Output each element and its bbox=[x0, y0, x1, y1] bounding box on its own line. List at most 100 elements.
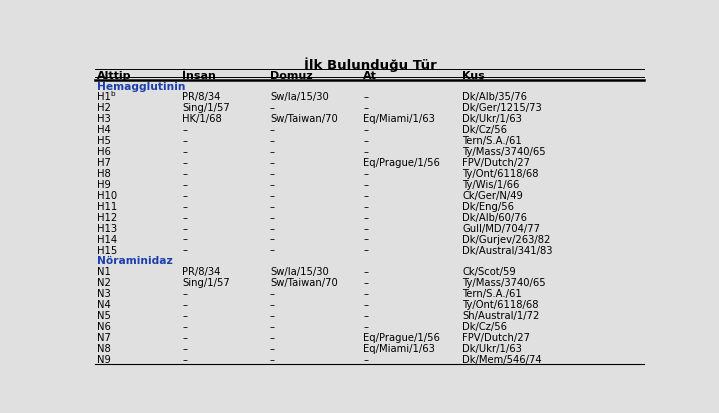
Text: H8: H8 bbox=[97, 169, 111, 178]
Text: Domuz: Domuz bbox=[270, 71, 313, 81]
Text: Sing/1/57: Sing/1/57 bbox=[182, 278, 230, 287]
Text: –: – bbox=[363, 234, 368, 244]
Text: N7: N7 bbox=[97, 332, 111, 342]
Text: N4: N4 bbox=[97, 299, 111, 309]
Text: Alttip: Alttip bbox=[97, 71, 132, 81]
Text: –: – bbox=[363, 92, 368, 102]
Text: –: – bbox=[363, 278, 368, 287]
Text: –: – bbox=[182, 321, 187, 331]
Text: –: – bbox=[270, 158, 275, 168]
Text: H13: H13 bbox=[97, 223, 117, 233]
Text: –: – bbox=[363, 147, 368, 157]
Text: Dk/Gurjev/263/82: Dk/Gurjev/263/82 bbox=[462, 234, 551, 244]
Text: –: – bbox=[270, 169, 275, 178]
Text: İnsan: İnsan bbox=[182, 71, 216, 81]
Text: Eq/Prague/1/56: Eq/Prague/1/56 bbox=[363, 332, 440, 342]
Text: –: – bbox=[182, 136, 187, 146]
Text: –: – bbox=[363, 289, 368, 299]
Text: –: – bbox=[270, 212, 275, 222]
Text: Ty/Ont/6118/68: Ty/Ont/6118/68 bbox=[462, 169, 539, 178]
Text: –: – bbox=[363, 180, 368, 190]
Text: N1: N1 bbox=[97, 267, 111, 277]
Text: FPV/Dutch/27: FPV/Dutch/27 bbox=[462, 158, 530, 168]
Text: –: – bbox=[363, 103, 368, 113]
Text: –: – bbox=[270, 180, 275, 190]
Text: –: – bbox=[182, 343, 187, 353]
Text: –: – bbox=[270, 190, 275, 200]
Text: –: – bbox=[363, 354, 368, 364]
Text: –: – bbox=[270, 354, 275, 364]
Text: –: – bbox=[182, 332, 187, 342]
Text: H11: H11 bbox=[97, 201, 117, 211]
Text: N3: N3 bbox=[97, 289, 111, 299]
Text: –: – bbox=[270, 245, 275, 255]
Text: –: – bbox=[270, 343, 275, 353]
Text: Eq/Miami/1/63: Eq/Miami/1/63 bbox=[363, 343, 435, 353]
Text: FPV/Dutch/27: FPV/Dutch/27 bbox=[462, 332, 530, 342]
Text: –: – bbox=[182, 169, 187, 178]
Text: Dk/Ukr/1/63: Dk/Ukr/1/63 bbox=[462, 114, 522, 124]
Text: Ck/Ger/N/49: Ck/Ger/N/49 bbox=[462, 190, 523, 200]
Text: N9: N9 bbox=[97, 354, 111, 364]
Text: b: b bbox=[110, 91, 114, 97]
Text: H7: H7 bbox=[97, 158, 111, 168]
Text: H3: H3 bbox=[97, 114, 111, 124]
Text: –: – bbox=[182, 289, 187, 299]
Text: Sw/la/15/30: Sw/la/15/30 bbox=[270, 92, 329, 102]
Text: Sw/Taiwan/70: Sw/Taiwan/70 bbox=[270, 114, 338, 124]
Text: Dk/Eng/56: Dk/Eng/56 bbox=[462, 201, 514, 211]
Text: –: – bbox=[182, 201, 187, 211]
Text: H15: H15 bbox=[97, 245, 117, 255]
Text: PR/8/34: PR/8/34 bbox=[182, 92, 221, 102]
Text: –: – bbox=[363, 223, 368, 233]
Text: –: – bbox=[363, 267, 368, 277]
Text: HK/1/68: HK/1/68 bbox=[182, 114, 222, 124]
Text: H1: H1 bbox=[97, 92, 111, 102]
Text: –: – bbox=[182, 354, 187, 364]
Text: Nöraminidaz: Nöraminidaz bbox=[97, 256, 173, 266]
Text: –: – bbox=[182, 125, 187, 135]
Text: Sing/1/57: Sing/1/57 bbox=[182, 103, 230, 113]
Text: Eq/Miami/1/63: Eq/Miami/1/63 bbox=[363, 114, 435, 124]
Text: Ty/Wis/1/66: Ty/Wis/1/66 bbox=[462, 180, 520, 190]
Text: –: – bbox=[270, 289, 275, 299]
Text: –: – bbox=[182, 299, 187, 309]
Text: PR/8/34: PR/8/34 bbox=[182, 267, 221, 277]
Text: Ty/Mass/3740/65: Ty/Mass/3740/65 bbox=[462, 147, 546, 157]
Text: –: – bbox=[270, 103, 275, 113]
Text: Sw/la/15/30: Sw/la/15/30 bbox=[270, 267, 329, 277]
Text: –: – bbox=[182, 310, 187, 320]
Text: –: – bbox=[182, 234, 187, 244]
Text: Tern/S.A./61: Tern/S.A./61 bbox=[462, 289, 522, 299]
Text: Dk/Cz/56: Dk/Cz/56 bbox=[462, 125, 507, 135]
Text: Eq/Prague/1/56: Eq/Prague/1/56 bbox=[363, 158, 440, 168]
Text: Gull/MD/704/77: Gull/MD/704/77 bbox=[462, 223, 540, 233]
Text: N5: N5 bbox=[97, 310, 111, 320]
Text: –: – bbox=[270, 223, 275, 233]
Text: –: – bbox=[182, 223, 187, 233]
Text: –: – bbox=[363, 136, 368, 146]
Text: –: – bbox=[182, 190, 187, 200]
Text: –: – bbox=[363, 245, 368, 255]
Text: –: – bbox=[182, 212, 187, 222]
Text: Dk/Ukr/1/63: Dk/Ukr/1/63 bbox=[462, 343, 522, 353]
Text: Sw/Taiwan/70: Sw/Taiwan/70 bbox=[270, 278, 338, 287]
Text: H2: H2 bbox=[97, 103, 111, 113]
Text: Dk/Alb/35/76: Dk/Alb/35/76 bbox=[462, 92, 527, 102]
Text: At: At bbox=[363, 71, 377, 81]
Text: –: – bbox=[363, 169, 368, 178]
Text: –: – bbox=[182, 158, 187, 168]
Text: –: – bbox=[270, 201, 275, 211]
Text: Kuş: Kuş bbox=[462, 71, 485, 81]
Text: –: – bbox=[363, 190, 368, 200]
Text: H9: H9 bbox=[97, 180, 111, 190]
Text: Dk/Mem/546/74: Dk/Mem/546/74 bbox=[462, 354, 541, 364]
Text: –: – bbox=[363, 212, 368, 222]
Text: İlk Bulunduğu Tür: İlk Bulunduğu Tür bbox=[303, 57, 436, 72]
Text: H6: H6 bbox=[97, 147, 111, 157]
Text: –: – bbox=[363, 201, 368, 211]
Text: –: – bbox=[363, 310, 368, 320]
Text: –: – bbox=[182, 147, 187, 157]
Text: –: – bbox=[270, 332, 275, 342]
Text: Hemagglutinin: Hemagglutinin bbox=[97, 81, 186, 91]
